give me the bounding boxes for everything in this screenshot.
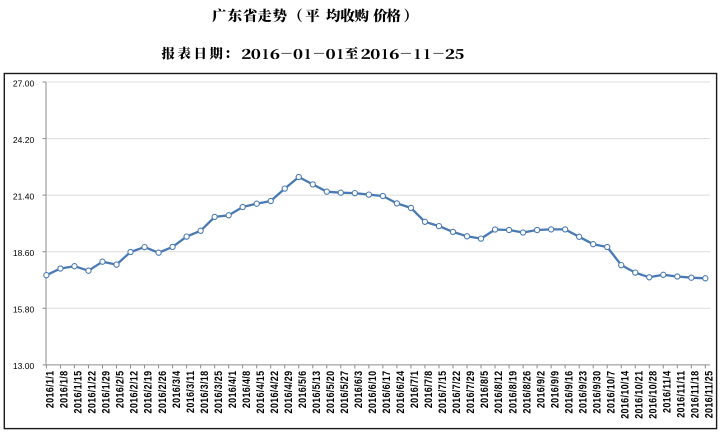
svg-text:2016/2/26: 2016/2/26 [157,370,169,413]
svg-text:2016/8/19: 2016/8/19 [508,370,520,413]
svg-text:2016/4/29: 2016/4/29 [283,370,295,413]
svg-text:2016/10/28: 2016/10/28 [648,370,660,418]
svg-text:2016/10/14: 2016/10/14 [620,370,632,418]
svg-text:2016/4/1: 2016/4/1 [227,370,239,408]
svg-text:2016/5/6: 2016/5/6 [297,370,309,408]
svg-text:2016/3/4: 2016/3/4 [171,370,183,408]
svg-text:2016/5/27: 2016/5/27 [339,370,351,413]
svg-text:2016/6/17: 2016/6/17 [381,370,393,413]
svg-text:2016/7/15: 2016/7/15 [438,370,450,413]
svg-text:2016/9/2: 2016/9/2 [536,370,548,408]
svg-text:15.80: 15.80 [13,305,35,315]
svg-text:2016/2/19: 2016/2/19 [143,370,155,413]
svg-text:2016/10/7: 2016/10/7 [606,370,618,413]
svg-text:2016/9/23: 2016/9/23 [578,370,590,413]
svg-text:2016/8/5: 2016/8/5 [480,370,492,408]
svg-text:2016/1/29: 2016/1/29 [101,370,113,413]
svg-text:2016/7/8: 2016/7/8 [424,370,436,408]
svg-text:24.20: 24.20 [13,135,35,145]
svg-text:2016/9/9: 2016/9/9 [550,370,562,408]
svg-text:2016/11/18: 2016/11/18 [690,370,702,418]
svg-text:2016/9/30: 2016/9/30 [592,370,604,413]
svg-text:2016/1/1: 2016/1/1 [45,370,57,408]
svg-text:2016/7/29: 2016/7/29 [466,370,478,413]
svg-text:2016/4/22: 2016/4/22 [269,370,281,413]
svg-text:2016/1/8: 2016/1/8 [59,370,71,408]
svg-text:2016/4/8: 2016/4/8 [241,370,253,408]
svg-text:2016/8/12: 2016/8/12 [494,370,506,413]
svg-text:2016/7/1: 2016/7/1 [409,370,421,408]
svg-text:2016/6/3: 2016/6/3 [353,370,365,408]
svg-text:2016/7/22: 2016/7/22 [452,370,464,413]
svg-text:18.60: 18.60 [13,248,35,258]
svg-text:2016/6/10: 2016/6/10 [367,370,379,413]
svg-text:2016/10/21: 2016/10/21 [634,370,646,418]
svg-text:2016/2/12: 2016/2/12 [129,370,141,413]
svg-text:2016/11/11: 2016/11/11 [676,370,688,417]
svg-text:2016/3/25: 2016/3/25 [213,370,225,413]
svg-text:2016/6/24: 2016/6/24 [395,370,407,413]
svg-text:27.00: 27.00 [13,78,35,88]
svg-text:2016/3/18: 2016/3/18 [199,370,211,413]
svg-text:2016/5/13: 2016/5/13 [311,370,323,413]
svg-text:2016/11/4: 2016/11/4 [662,370,674,413]
svg-text:2016/9/16: 2016/9/16 [564,370,576,413]
svg-text:2016/5/20: 2016/5/20 [325,370,337,413]
svg-text:2016/1/22: 2016/1/22 [87,370,99,413]
svg-text:2016/3/11: 2016/3/11 [185,370,197,413]
svg-text:13.00: 13.00 [13,361,35,371]
svg-text:2016/2/5: 2016/2/5 [115,370,127,408]
svg-text:2016/8/26: 2016/8/26 [522,370,534,413]
svg-text:2016/4/15: 2016/4/15 [255,370,267,413]
svg-text:2016/1/15: 2016/1/15 [73,370,85,413]
svg-text:2016/11/25: 2016/11/25 [704,370,716,418]
svg-text:21.40: 21.40 [13,191,35,201]
